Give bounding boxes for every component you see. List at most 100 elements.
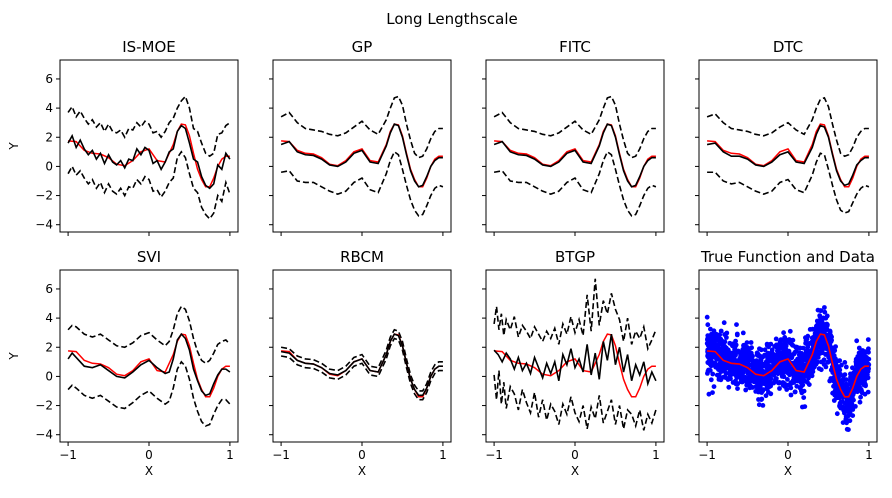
- x-tick-label: −1: [272, 448, 290, 462]
- lower-bound-line: [493, 150, 657, 217]
- data-point: [859, 358, 865, 363]
- data-point: [705, 322, 711, 328]
- upper-bound-line: [493, 278, 657, 352]
- upper-bound-line: [706, 96, 869, 158]
- data-point: [727, 371, 733, 376]
- data-point: [833, 360, 838, 366]
- data-point: [798, 384, 804, 389]
- data-point: [772, 344, 777, 349]
- data-point: [830, 390, 835, 396]
- data-point: [863, 383, 868, 389]
- lower-bound-line: [493, 370, 657, 431]
- data-point: [767, 352, 773, 358]
- y-tick-label: −2: [35, 189, 53, 203]
- data-point: [777, 339, 783, 345]
- data-point: [757, 376, 763, 382]
- data-point: [755, 353, 761, 358]
- data-point: [716, 336, 721, 341]
- y-tick-label: 6: [45, 282, 53, 296]
- data-point: [706, 335, 712, 341]
- data-point: [853, 367, 859, 372]
- axes-frame: [698, 269, 878, 443]
- data-point: [719, 362, 725, 368]
- axes-frame: [272, 59, 452, 233]
- data-point: [844, 426, 850, 432]
- data-point: [787, 328, 793, 334]
- data-point: [854, 358, 859, 364]
- data-point: [838, 405, 844, 411]
- data-point: [818, 359, 824, 365]
- x-axis-label: X: [358, 464, 366, 478]
- panel-title: IS-MOE: [122, 38, 176, 56]
- data-point: [843, 364, 849, 370]
- data-point: [716, 372, 722, 378]
- panel-title: BTGP: [555, 248, 595, 266]
- y-tick-label: 2: [45, 130, 53, 144]
- data-point: [768, 341, 774, 347]
- plot-area: [280, 328, 443, 401]
- data-point: [740, 352, 745, 358]
- data-point: [724, 356, 729, 361]
- predictive-mean-line: [280, 123, 443, 188]
- data-point: [710, 334, 716, 340]
- predictive-mean-line: [706, 124, 869, 187]
- data-point: [726, 384, 732, 390]
- x-tick-label: 1: [439, 448, 447, 462]
- data-point: [726, 366, 732, 371]
- data-point: [775, 351, 781, 357]
- data-point: [861, 353, 866, 359]
- data-point: [768, 391, 774, 397]
- data-point: [775, 347, 781, 353]
- x-tick-label: 1: [226, 448, 234, 462]
- axes-frame: [272, 269, 452, 443]
- data-point: [734, 331, 740, 337]
- data-point: [858, 387, 864, 392]
- axes-frame: [59, 269, 239, 443]
- data-point: [760, 403, 766, 408]
- upper-bound-line: [493, 95, 656, 159]
- data-point: [773, 376, 779, 382]
- data-point: [788, 392, 794, 398]
- data-point: [759, 364, 765, 369]
- data-point: [790, 337, 796, 343]
- data-point: [769, 357, 774, 363]
- y-axis-label: Y: [7, 352, 21, 361]
- panel-is-moe: −4 −2 0 2 4 6 Y IS-MOE: [7, 38, 239, 236]
- data-point: [707, 358, 712, 364]
- data-point: [707, 368, 713, 373]
- data-point: [799, 365, 805, 371]
- data-point: [837, 358, 843, 363]
- predictive-mean-line: [493, 123, 656, 188]
- data-point: [789, 352, 795, 358]
- x-tick-label: −1: [485, 448, 503, 462]
- true-function-line: [494, 333, 656, 398]
- data-point: [708, 377, 714, 383]
- x-axis-label: X: [784, 464, 792, 478]
- data-point: [822, 309, 828, 315]
- data-point: [775, 355, 781, 361]
- data-point: [748, 340, 754, 345]
- data-point: [819, 328, 825, 334]
- data-point: [807, 327, 813, 332]
- y-tick-label: 4: [45, 101, 53, 115]
- data-point: [838, 399, 844, 405]
- data-point: [842, 360, 848, 365]
- data-point: [792, 360, 798, 366]
- data-point: [844, 420, 849, 426]
- data-point: [709, 338, 715, 344]
- data-point: [756, 402, 762, 408]
- data-point: [855, 378, 861, 384]
- data-point: [749, 345, 754, 351]
- data-point: [783, 337, 789, 343]
- y-tick-label: 0: [45, 159, 53, 173]
- data-point: [768, 383, 773, 389]
- data-point: [747, 378, 753, 384]
- data-point: [763, 361, 769, 367]
- data-point: [799, 390, 805, 396]
- data-point: [781, 369, 786, 375]
- data-point: [806, 382, 812, 387]
- data-point: [737, 369, 742, 375]
- data-point: [734, 375, 740, 380]
- data-point: [865, 357, 870, 362]
